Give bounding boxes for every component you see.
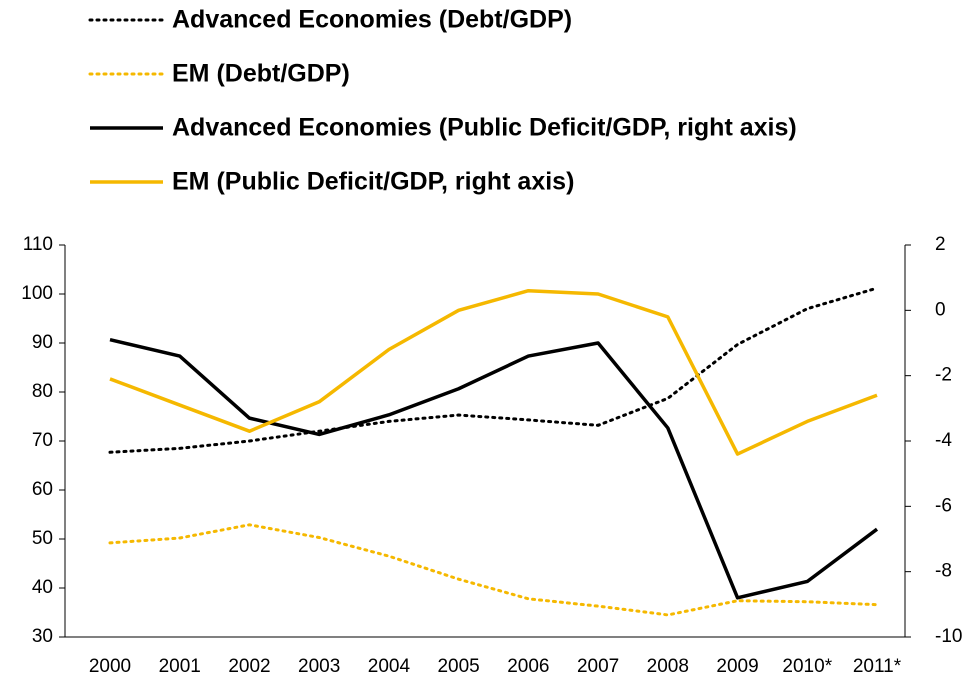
y-tick-label: 110 [23,234,53,255]
x-tick-label: 2010* [782,656,832,677]
series-line [109,288,878,456]
series-line [109,338,879,600]
x-tick-label: 2005 [437,656,479,677]
x-tick-label: 2001 [159,656,201,677]
y2-tick-label: -6 [935,495,952,516]
y-tick-label: 50 [32,528,53,549]
x-tick-label: 2002 [228,656,270,677]
y2-tick-label: -4 [935,430,952,451]
legend-label: EM (Public Deficit/GDP, right axis) [172,168,574,196]
y-tick-label: 70 [32,430,53,451]
series-line [108,523,879,617]
x-tick-label: 2008 [647,656,689,677]
y-tick-label: 30 [32,626,53,647]
y2-tick-label: -2 [935,365,952,386]
y2-tick-label: 0 [935,299,946,320]
y-tick-label: 90 [32,332,53,353]
x-tick-label: 2003 [298,656,340,677]
y-tick-label: 40 [32,577,53,598]
x-tick-label: 2011* [853,656,902,677]
x-tick-label: 2007 [577,656,619,677]
y2-tick-label: -8 [935,561,952,582]
series-line [108,286,879,454]
x-tick-label: 2004 [368,656,411,677]
x-tick-label: 2000 [89,656,131,677]
x-tick-label: 2006 [507,656,549,677]
y-tick-label: 80 [32,381,53,402]
y2-tick-label: 2 [935,234,946,255]
y-tick-label: 100 [21,283,53,304]
x-tick-label: 2009 [716,656,758,677]
legend-label: Advanced Economies (Debt/GDP) [172,6,572,34]
legend-label: EM (Debt/GDP) [172,60,350,88]
legend-label: Advanced Economies (Public Deficit/GDP, … [172,114,797,142]
y2-tick-label: -10 [935,626,962,647]
y-tick-label: 60 [32,479,53,500]
